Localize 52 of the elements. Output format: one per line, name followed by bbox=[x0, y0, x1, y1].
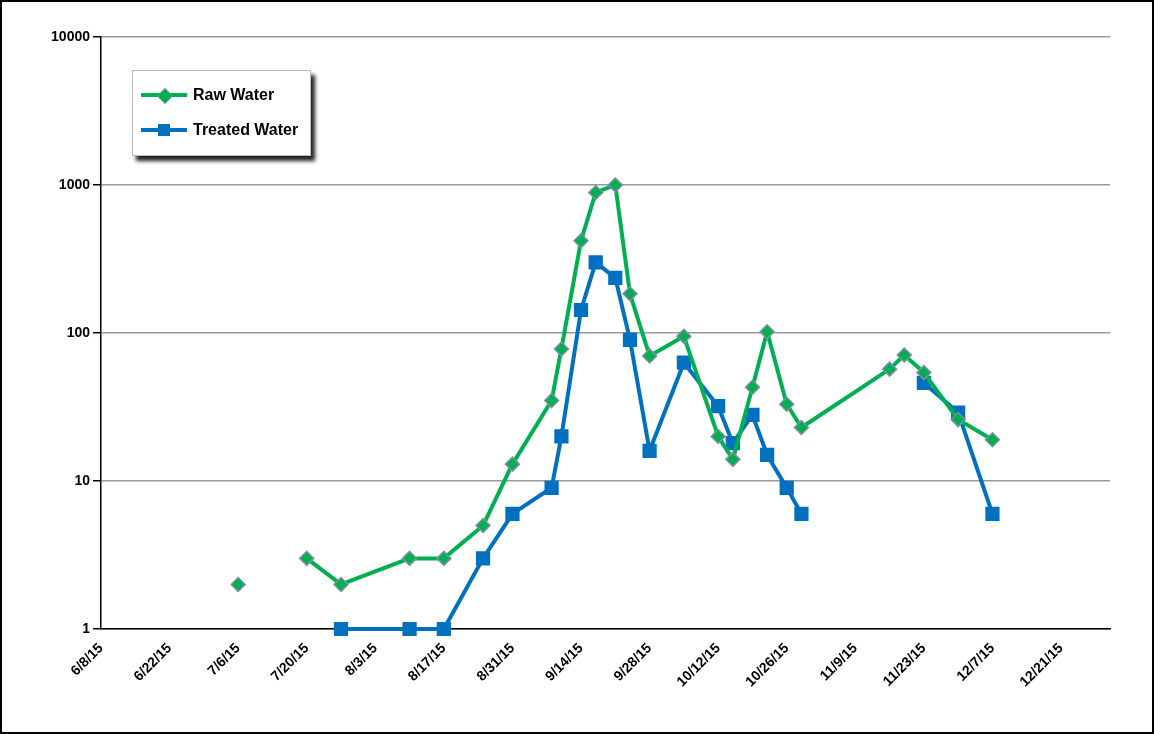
point bbox=[607, 177, 624, 193]
point bbox=[543, 392, 560, 409]
point bbox=[711, 399, 726, 414]
y-tick-label: 1 bbox=[82, 619, 91, 636]
point bbox=[881, 361, 898, 377]
legend-label: Treated Water bbox=[193, 120, 299, 139]
point bbox=[573, 233, 589, 249]
point bbox=[985, 506, 1000, 521]
point bbox=[779, 480, 794, 495]
point bbox=[984, 431, 1001, 448]
point bbox=[475, 517, 491, 534]
point bbox=[676, 328, 692, 345]
point bbox=[950, 411, 966, 428]
point bbox=[436, 621, 451, 637]
point bbox=[725, 451, 741, 468]
point bbox=[230, 576, 246, 593]
point bbox=[504, 456, 521, 472]
point bbox=[587, 184, 604, 201]
point bbox=[402, 621, 417, 637]
point bbox=[436, 550, 452, 567]
point bbox=[896, 347, 913, 363]
point bbox=[505, 506, 520, 521]
point bbox=[298, 550, 315, 567]
point bbox=[641, 348, 658, 364]
y-tick-label: 1000 bbox=[58, 175, 91, 192]
point bbox=[553, 341, 570, 357]
point bbox=[573, 302, 589, 318]
point bbox=[759, 323, 775, 340]
point bbox=[544, 480, 559, 495]
point bbox=[554, 429, 569, 444]
point bbox=[608, 270, 623, 285]
point bbox=[745, 407, 760, 422]
point bbox=[588, 255, 603, 270]
point bbox=[622, 286, 638, 302]
point bbox=[676, 355, 691, 370]
y-tick-label: 10000 bbox=[51, 27, 91, 44]
point bbox=[794, 506, 809, 521]
point bbox=[333, 621, 349, 637]
legend-label: Raw Water bbox=[193, 85, 275, 104]
point bbox=[401, 550, 418, 567]
point bbox=[760, 447, 775, 463]
y-tick-label: 10 bbox=[74, 471, 91, 488]
point bbox=[778, 396, 795, 413]
point bbox=[793, 419, 810, 436]
y-tick-label: 100 bbox=[66, 323, 91, 340]
point bbox=[475, 551, 491, 566]
point bbox=[622, 332, 638, 347]
point bbox=[744, 379, 761, 395]
point bbox=[710, 428, 726, 445]
point bbox=[916, 364, 932, 381]
point bbox=[642, 443, 657, 458]
point bbox=[333, 576, 349, 593]
